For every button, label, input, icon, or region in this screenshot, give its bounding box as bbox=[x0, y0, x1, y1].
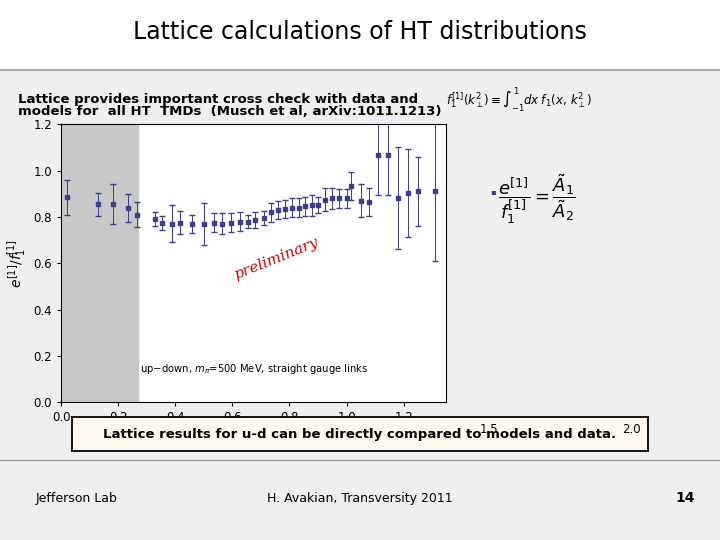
Text: ▪: ▪ bbox=[490, 187, 495, 196]
Text: $f_1^{[1]}(k_\perp^2) \equiv \int_{-1}^{1} dx\; f_1(x,\, k_\perp^2)$: $f_1^{[1]}(k_\perp^2) \equiv \int_{-1}^{… bbox=[446, 85, 591, 114]
Text: Lattice calculations of HT distributions: Lattice calculations of HT distributions bbox=[133, 19, 587, 44]
Text: 14: 14 bbox=[675, 491, 695, 505]
Text: Jefferson Lab: Jefferson Lab bbox=[36, 492, 118, 505]
Text: H. Avakian, Transversity 2011: H. Avakian, Transversity 2011 bbox=[267, 492, 453, 505]
Text: Lattice results for u-d can be directly compared to models and data.: Lattice results for u-d can be directly … bbox=[104, 428, 616, 441]
Text: 2.0: 2.0 bbox=[623, 423, 642, 436]
Bar bbox=[61, 124, 138, 402]
Text: $\dfrac{e^{[1]}}{f_1^{[1]}} = \dfrac{\tilde{A}_1}{\tilde{A}_2}$: $\dfrac{e^{[1]}}{f_1^{[1]}} = \dfrac{\ti… bbox=[498, 173, 575, 226]
Text: up−down, $m_\pi$=500 MeV, straight gauge links: up−down, $m_\pi$=500 MeV, straight gauge… bbox=[140, 362, 368, 376]
Text: models for  all HT  TMDs  (Musch et al, arXiv:1011.1213): models for all HT TMDs (Musch et al, arX… bbox=[18, 105, 441, 118]
X-axis label: $|b_\perp|$ (fm): $|b_\perp|$ (fm) bbox=[222, 430, 286, 448]
Text: Lattice provides important cross check with data and: Lattice provides important cross check w… bbox=[18, 93, 418, 106]
Text: 1.5: 1.5 bbox=[480, 423, 498, 436]
Text: preliminary: preliminary bbox=[233, 236, 321, 282]
Y-axis label: $e^{[1]}/f_1^{[1]}$: $e^{[1]}/f_1^{[1]}$ bbox=[6, 239, 30, 288]
